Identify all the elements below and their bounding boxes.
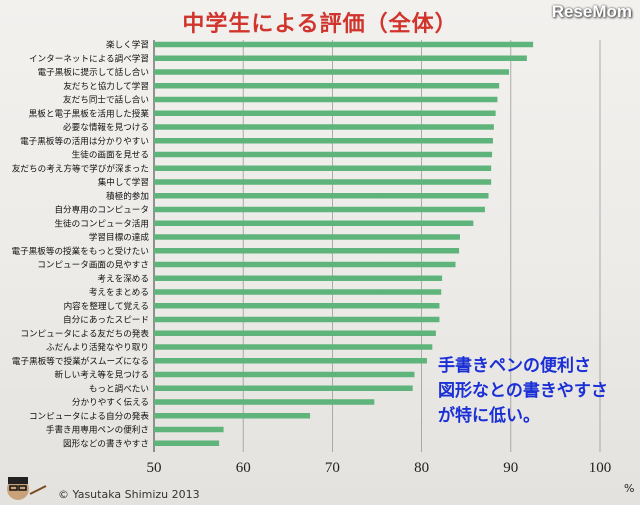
category-label: 生徒のコンピュータ活用 (54, 217, 149, 229)
bar (154, 83, 500, 89)
category-label: 集中して学習 (98, 176, 149, 188)
category-label: 必要な情報を見つける (63, 121, 149, 133)
bar (154, 385, 413, 391)
bar (154, 440, 220, 446)
category-label: 学習目標の達成 (89, 231, 150, 243)
category-label: 楽しく学習 (106, 39, 149, 51)
bar (154, 55, 527, 61)
x-tick-label: 80 (414, 460, 429, 476)
category-label: 友だちと協力して学習 (63, 80, 149, 92)
category-label: 考えをまとめる (89, 287, 149, 298)
bar (154, 96, 498, 103)
bar (154, 248, 460, 254)
presenter-avatar (7, 477, 47, 500)
bar (154, 399, 375, 405)
bar (154, 330, 436, 336)
bar (154, 124, 494, 130)
category-label: もっと調べたい (89, 382, 149, 394)
category-label: 図形などの書きやすさ (63, 437, 149, 449)
category-label: 分かりやすく伝える (72, 397, 149, 408)
bar (154, 220, 474, 226)
x-tick-label: 60 (236, 460, 251, 476)
category-label: コンピュータによる友だちの発表 (20, 327, 149, 339)
category-label: 手書き用専用ペンの便利さ (46, 424, 149, 436)
grid-lines (153, 40, 601, 452)
category-label: 電子黒板に提示して話し合い (38, 66, 149, 78)
bar (154, 303, 440, 309)
category-labels: 楽しく学習インターネットによる調べ学習電子黒板に提示して話し合い友だちと協力して… (11, 39, 149, 450)
category-label: 自分にあったスピード (63, 314, 149, 326)
bar (154, 316, 440, 323)
category-label: コンピュータによる自分の発表 (29, 410, 149, 422)
bar (154, 371, 415, 378)
bar (154, 138, 493, 144)
page-title: 中学生による評価（全体） (182, 12, 458, 37)
x-tick-label: 100 (589, 460, 612, 476)
bar (154, 206, 485, 213)
x-tick-label: 50 (147, 460, 162, 476)
bar (154, 165, 492, 171)
category-label: 生徒の画面を見せる (72, 149, 149, 161)
bar (154, 151, 493, 158)
bar (154, 289, 442, 295)
category-label: 友だち同士で話し合い (63, 94, 149, 106)
category-label: ふだんより活発なやり取り (46, 341, 149, 353)
category-label: 電子黒板等の活用は分かりやすい (20, 135, 149, 147)
x-tick-label: 90 (503, 460, 518, 476)
bar (154, 179, 492, 185)
category-label: 積極的参加 (106, 190, 149, 202)
bar (154, 69, 510, 75)
category-label: 新しい考え等を見つける (54, 369, 149, 381)
category-label: 電子黒板等の授業をもっと受けたい (11, 245, 149, 257)
x-axis-ticks: 50 60 70 80 90 100 (147, 460, 612, 476)
bar (154, 193, 489, 199)
category-label: 黒板と電子黒板を活用した授業 (29, 107, 150, 119)
category-label: 内容を整理して覚える (64, 300, 149, 312)
annotation-text: 手書きペンの便利さ 図形なとの書きやすさ が特に低い。 (438, 356, 608, 426)
x-tick-label: 70 (325, 460, 340, 476)
unit-label: % (624, 482, 635, 495)
bar (154, 413, 311, 419)
category-label: 友だちの考え方等で学びが深まった (12, 162, 149, 174)
category-label: 自分専用のコンピュータ (54, 204, 149, 216)
bar (154, 110, 496, 116)
bar (154, 41, 534, 48)
category-label: コンピュータ画面の見やすさ (37, 260, 149, 271)
category-label: 考えを深める (97, 273, 149, 284)
bar (154, 275, 443, 281)
copyright-text: © Yasutaka Shimizu 2013 (58, 488, 200, 501)
category-label: 電子黒板等で授業がスムーズになる (12, 355, 149, 367)
bar (154, 426, 224, 433)
bar (154, 261, 456, 268)
category-label: インターネットによる調べ学習 (29, 52, 149, 64)
bar (154, 234, 460, 240)
bar (154, 358, 427, 364)
bars (154, 41, 534, 446)
brand-logo: ReseMom (551, 2, 632, 21)
bar (154, 344, 433, 350)
